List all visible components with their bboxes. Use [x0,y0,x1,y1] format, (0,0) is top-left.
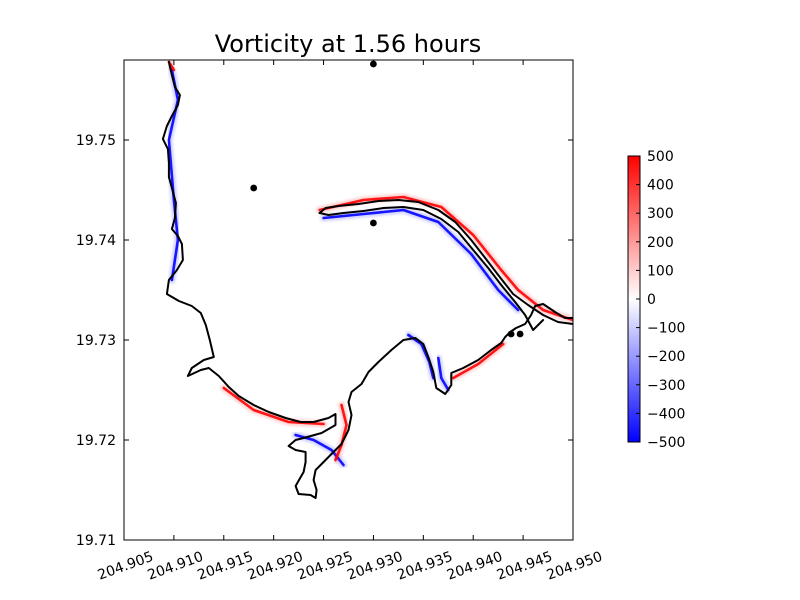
shoreline-contours [161,61,573,499]
gauge-marker-1 [250,184,258,192]
vorticity-streak-1 [322,208,520,312]
colorbar-tick-label-10: −500 [647,435,685,451]
chart-title: Vorticity at 1.56 hours [215,30,482,58]
x-tick-label-1: 204.910 [146,549,206,584]
x-tick-label-6: 204.935 [395,549,455,584]
vorticity-streak-2 [167,68,180,282]
x-tick-label-8: 204.945 [495,549,555,584]
x-tick-label-9: 204.950 [545,549,605,584]
gauge-marker-3 [507,330,515,338]
colorbar-tick-label-5: 0 [647,292,656,308]
colorbar-tick-label-1: 400 [647,178,674,194]
colorbar: 500 400 300 200 100 0 −100 −200 −300 −400 −500 [627,149,685,451]
x-tick-label-7: 204.940 [445,549,505,584]
colorbar-tick-label-3: 200 [647,235,674,251]
x-tick-label-5: 204.930 [345,549,405,584]
plot-frame [123,59,574,541]
y-tick-label-0: 19.71 [76,533,116,549]
y-axis-ticks: 19.71 19.72 19.73 19.74 19.75 [76,133,573,549]
y-tick-label-1: 19.72 [76,433,116,449]
colorbar-tick-label-8: −300 [647,378,685,394]
colorbar-tick-label-6: −100 [647,321,685,337]
gauge-marker-4 [516,330,524,338]
gauge-marker-2 [370,219,377,227]
colorbar-tick-label-0: 500 [647,149,674,165]
vorticity-streak-5 [334,403,348,462]
vorticity-streak-7 [437,356,450,392]
colorbar-tick-label-2: 300 [647,206,674,222]
x-tick-label-4: 204.925 [295,549,355,584]
vorticity-streak-6 [407,333,435,380]
x-tick-label-3: 204.920 [245,549,305,584]
x-tick-label-2: 204.915 [195,549,255,584]
y-tick-label-2: 19.73 [76,333,116,349]
plot-background [124,60,573,540]
y-tick-label-4: 19.75 [76,133,116,149]
spit-inner-contour [318,206,545,331]
shoreline-contour [161,61,573,499]
y-tick-label-3: 19.74 [76,233,116,249]
spit-outer-contour [318,199,573,325]
colorbar-tick-label-4: 100 [647,263,674,279]
vorticity-streak-8 [452,342,505,380]
vorticity-streak-0 [318,195,573,322]
x-tick-label-0: 204.905 [96,549,156,584]
colorbar-tick-label-7: −200 [647,349,685,365]
colorbar-tick-label-9: −400 [647,406,685,422]
colorbar-ticks: 500 400 300 200 100 0 −100 −200 −300 −400 −500 [636,149,685,451]
